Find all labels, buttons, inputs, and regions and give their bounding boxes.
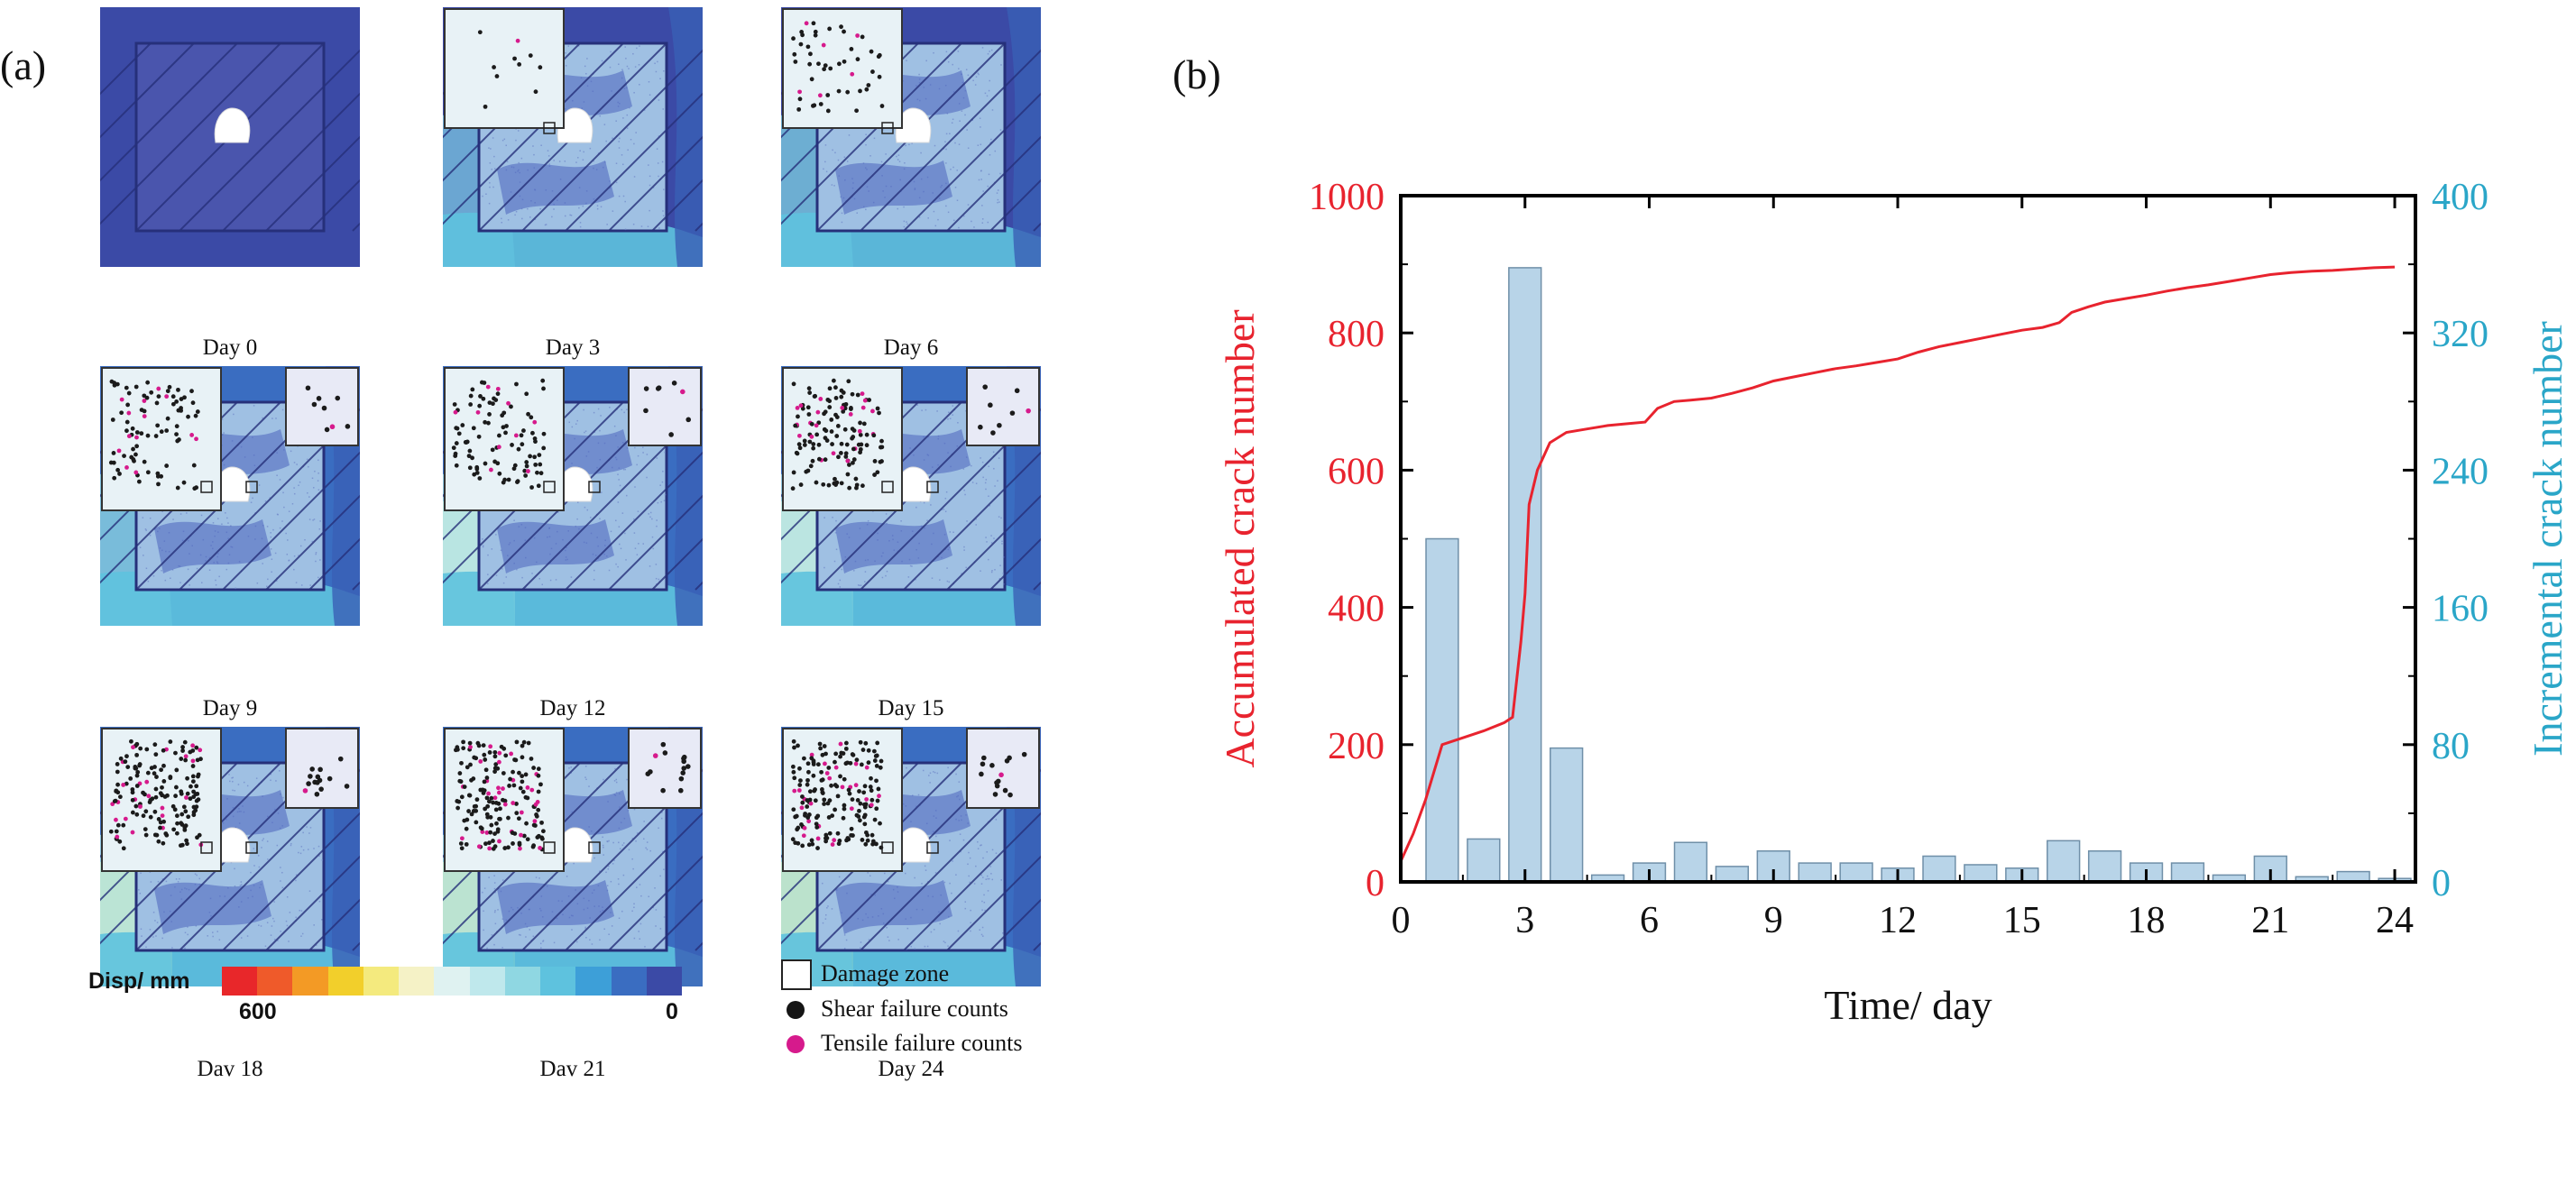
colorbar-swatch — [611, 967, 647, 996]
x-axis-title: Time/ day — [1824, 982, 1992, 1028]
colorbar-swatch — [434, 967, 470, 996]
colorbar-swatch — [327, 967, 363, 996]
incremental-bar — [1964, 864, 1998, 883]
panel-a: (a) Disp/ mm 600 0 Damage zone Shear fai… — [0, 0, 1173, 1202]
sim-tile-8 — [781, 727, 1041, 986]
sim-tile-3 — [100, 366, 360, 626]
sim-tile-1 — [443, 7, 703, 267]
colorbar-swatch — [646, 967, 683, 996]
y-right-tick-label: 160 — [2432, 589, 2489, 630]
incremental-bar — [1715, 866, 1750, 883]
y-left-tick-label: 1000 — [1309, 177, 1385, 218]
sim-tile-5 — [781, 366, 1041, 626]
panel-a-label: (a) — [0, 42, 47, 88]
incremental-bar — [1673, 841, 1708, 883]
day-label: Day 15 — [878, 696, 944, 720]
y-left-tick-label: 200 — [1328, 726, 1385, 767]
tensile-marker-icon — [787, 1035, 805, 1053]
y-right-tick-label: 240 — [2432, 451, 2489, 492]
x-tick-label: 0 — [1392, 900, 1411, 941]
incremental-bar — [1425, 537, 1459, 883]
y-left-tick-label: 800 — [1328, 314, 1385, 355]
x-tick-label: 18 — [2128, 900, 2166, 941]
panel-b: (b) 0 3 6 9 12 15 18 21 24 0 200 400 600 800 1000 0 80 16… — [1173, 0, 2576, 1202]
day-label: Day 0 — [202, 335, 258, 360]
day-label: Day 24 — [878, 1057, 944, 1081]
damage-zone-label: Damage zone — [821, 960, 950, 986]
y-right-tick-label: 0 — [2432, 863, 2451, 904]
colorbar-swatch — [222, 967, 258, 996]
y-left-tick-label: 400 — [1328, 589, 1385, 630]
sim-tile-0 — [100, 7, 360, 267]
sim-tile-6 — [100, 727, 360, 986]
colorbar-swatch — [469, 967, 505, 996]
accumulated-line — [1399, 265, 2396, 862]
day-label: Day 12 — [539, 696, 606, 720]
incremental-bar — [2087, 850, 2122, 883]
incremental-bar — [1922, 855, 1956, 883]
panel-b-label: (b) — [1173, 51, 1221, 97]
y-right-tick-label: 400 — [2432, 177, 2489, 218]
day-label: Dav 18 — [197, 1057, 263, 1081]
day-label: Day 9 — [202, 696, 258, 720]
colorbar-swatch — [292, 967, 328, 996]
colorbar-title: Disp/ mm — [88, 968, 190, 994]
y-left-tick-label: 0 — [1366, 863, 1385, 904]
x-tick-label: 15 — [2003, 900, 2041, 941]
incremental-bar — [2047, 840, 2081, 883]
y-left-axis-title: Accumulated crack number — [1217, 309, 1263, 767]
day-label: Day 6 — [883, 335, 939, 360]
sim-tile-7 — [443, 727, 703, 986]
colorbar-max-label: 0 — [666, 999, 678, 1024]
colorbar-swatch — [575, 967, 612, 996]
day-label: Dav 21 — [539, 1057, 606, 1081]
y-right-tick-label: 320 — [2432, 314, 2489, 355]
sim-tile-2 — [781, 7, 1041, 267]
x-tick-label: 12 — [1879, 900, 1917, 941]
colorbar-swatch — [257, 967, 293, 996]
y-left-tick-label: 600 — [1328, 451, 1385, 492]
y-right-tick-label: 80 — [2432, 726, 2470, 767]
incremental-bar — [1798, 862, 1832, 883]
tensile-label: Tensile failure counts — [821, 1030, 1023, 1056]
x-tick-label: 24 — [2376, 900, 2414, 941]
colorbar-swatch — [540, 967, 576, 996]
damage-zone-swatch — [781, 959, 812, 990]
colorbar-swatch — [399, 967, 435, 996]
shear-marker-icon — [787, 1001, 805, 1019]
colorbar-swatch — [363, 967, 400, 996]
x-tick-label: 6 — [1640, 900, 1659, 941]
incremental-bar — [2170, 862, 2205, 883]
incremental-bar — [1550, 747, 1584, 883]
shear-label: Shear failure counts — [821, 996, 1008, 1022]
y-right-axis-title: Incremental crack number — [2525, 321, 2571, 757]
x-tick-label: 3 — [1515, 900, 1534, 941]
colorbar-min-label: 600 — [239, 999, 277, 1024]
crack-chart: 0 3 6 9 12 15 18 21 2402004006008001000080160240… — [1217, 177, 2571, 1028]
day-label: Day 3 — [545, 335, 601, 360]
incremental-bar — [1467, 838, 1501, 883]
incremental-bar — [2253, 855, 2287, 883]
incremental-bar — [1839, 862, 1873, 883]
x-tick-label: 9 — [1764, 900, 1783, 941]
colorbar-swatches — [222, 967, 683, 996]
x-tick-label: 21 — [2251, 900, 2289, 941]
colorbar-swatch — [504, 967, 541, 996]
sim-tile-4 — [443, 366, 703, 626]
